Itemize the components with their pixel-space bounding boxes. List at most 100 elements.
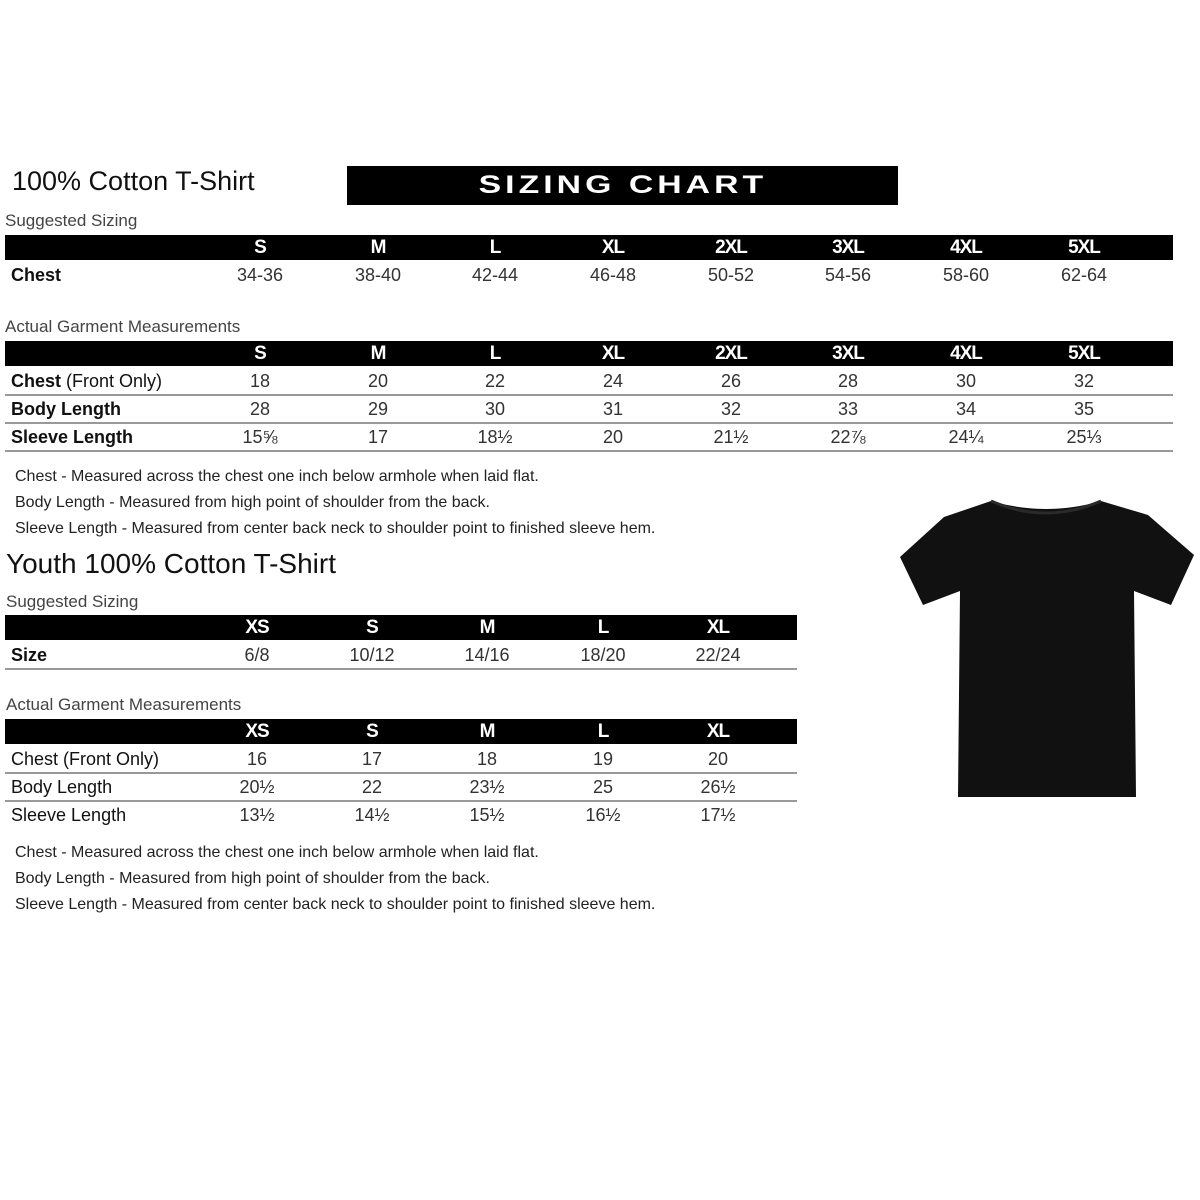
size-header: S [254,237,267,258]
size-header: XL [601,343,625,364]
table-cell: 25⅓ [1066,427,1102,447]
size-header: 4XL [950,343,983,364]
row-label: Body Length [11,395,121,423]
size-header: 5XL [1068,343,1101,364]
table-cell: 18/20 [580,645,626,665]
table-cell: 20 [707,749,729,769]
table-cell: 30 [484,399,506,419]
table-cell: 62-64 [1060,265,1108,285]
table-cell: 17 [361,749,383,769]
table-cell: 13½ [239,805,275,825]
table-cell: 18½ [477,427,513,447]
table-cell: 24¼ [948,427,984,447]
table-cell: 16 [246,749,268,769]
table-cell: 18 [476,749,498,769]
row-divider [5,450,1173,452]
table-cell: 22 [361,777,383,797]
row-label: Sleeve Length [11,423,133,451]
table-cell: 20 [602,427,624,447]
table-cell: 26½ [700,777,736,797]
row-label-bold: Size [11,645,48,665]
size-header: M [479,617,496,638]
table-cell: 24 [602,371,624,391]
row-label-light: Sleeve Length [11,805,127,825]
row-label: Chest [11,261,61,289]
size-header: 3XL [832,237,865,258]
table-cell: 17½ [700,805,736,825]
row-label: Chest (Front Only) [11,367,162,395]
table-cell: 31 [602,399,624,419]
adult-title: 100% Cotton T-Shirt [12,166,255,196]
size-header: XL [601,237,625,258]
size-header-bar [5,341,1173,366]
row-divider [5,394,1173,396]
table-cell: 35 [1073,399,1095,419]
table-cell: 15½ [469,805,505,825]
size-header: M [479,721,496,742]
adult-note-body: Body Length - Measured from high point o… [15,494,490,511]
size-header: L [489,237,502,258]
table-cell: 6/8 [244,645,270,665]
size-header: XS [245,617,269,638]
row-label-bold: Sleeve Length [11,427,134,447]
table-cell: 19 [592,749,614,769]
size-header-bar [5,235,1173,260]
table-cell: 25 [592,777,614,797]
sizing-chart-banner: SIZING CHART [347,166,898,205]
row-label: Chest (Front Only) [11,745,159,773]
size-header: S [366,721,379,742]
youth-title: Youth 100% Cotton T-Shirt [6,548,336,579]
table-cell: 46-48 [589,265,637,285]
table-cell: 22⅞ [830,427,866,447]
row-divider [5,668,797,670]
row-label-bold: Body Length [11,399,121,419]
adult-actual-label: Actual Garment Measurements [5,317,241,336]
t-shirt-icon [900,499,1194,797]
row-label-light: Body Length [11,777,113,797]
table-cell: 16½ [585,805,621,825]
youth-note-sleeve: Sleeve Length - Measured from center bac… [15,896,656,913]
table-cell: 29 [367,399,389,419]
row-divider [5,422,1173,424]
size-header: XL [706,617,730,638]
table-cell: 58-60 [942,265,990,285]
adult-suggested-label: Suggested Sizing [5,211,138,230]
table-cell: 14½ [354,805,390,825]
size-header: L [597,617,610,638]
table-cell: 34 [955,399,977,419]
banner-text: SIZING CHART [478,171,767,199]
youth-note-chest: Chest - Measured across the chest one in… [15,844,539,861]
table-cell: 23½ [469,777,505,797]
row-label-bold: Chest [11,371,62,391]
size-header: 4XL [950,237,983,258]
table-cell: 33 [837,399,859,419]
size-header: S [254,343,267,364]
adult-note-sleeve: Sleeve Length - Measured from center bac… [15,520,656,537]
table-cell: 50-52 [707,265,755,285]
size-header: 3XL [832,343,865,364]
size-header-bar [5,615,797,640]
table-cell: 54-56 [824,265,872,285]
table-cell: 22/24 [695,645,741,665]
table-cell: 32 [1073,371,1095,391]
table-cell: 15⅝ [242,427,278,447]
size-header-bar [5,719,797,744]
size-header: 2XL [715,237,748,258]
table-cell: 14/16 [464,645,510,665]
size-header: 5XL [1068,237,1101,258]
table-cell: 28 [249,399,271,419]
table-cell: 17 [367,427,389,447]
size-header: XL [706,721,730,742]
row-label-light: Chest (Front Only) [11,749,160,769]
row-label-light: (Front Only) [61,371,163,391]
row-divider [5,772,797,774]
youth-note-body: Body Length - Measured from high point o… [15,870,490,887]
table-cell: 10/12 [349,645,395,665]
row-label: Sleeve Length [11,801,126,829]
size-header: M [370,343,387,364]
adult-note-chest: Chest - Measured across the chest one in… [15,468,539,485]
table-cell: 30 [955,371,977,391]
size-header: M [370,237,387,258]
youth-actual-label: Actual Garment Measurements [6,695,242,714]
